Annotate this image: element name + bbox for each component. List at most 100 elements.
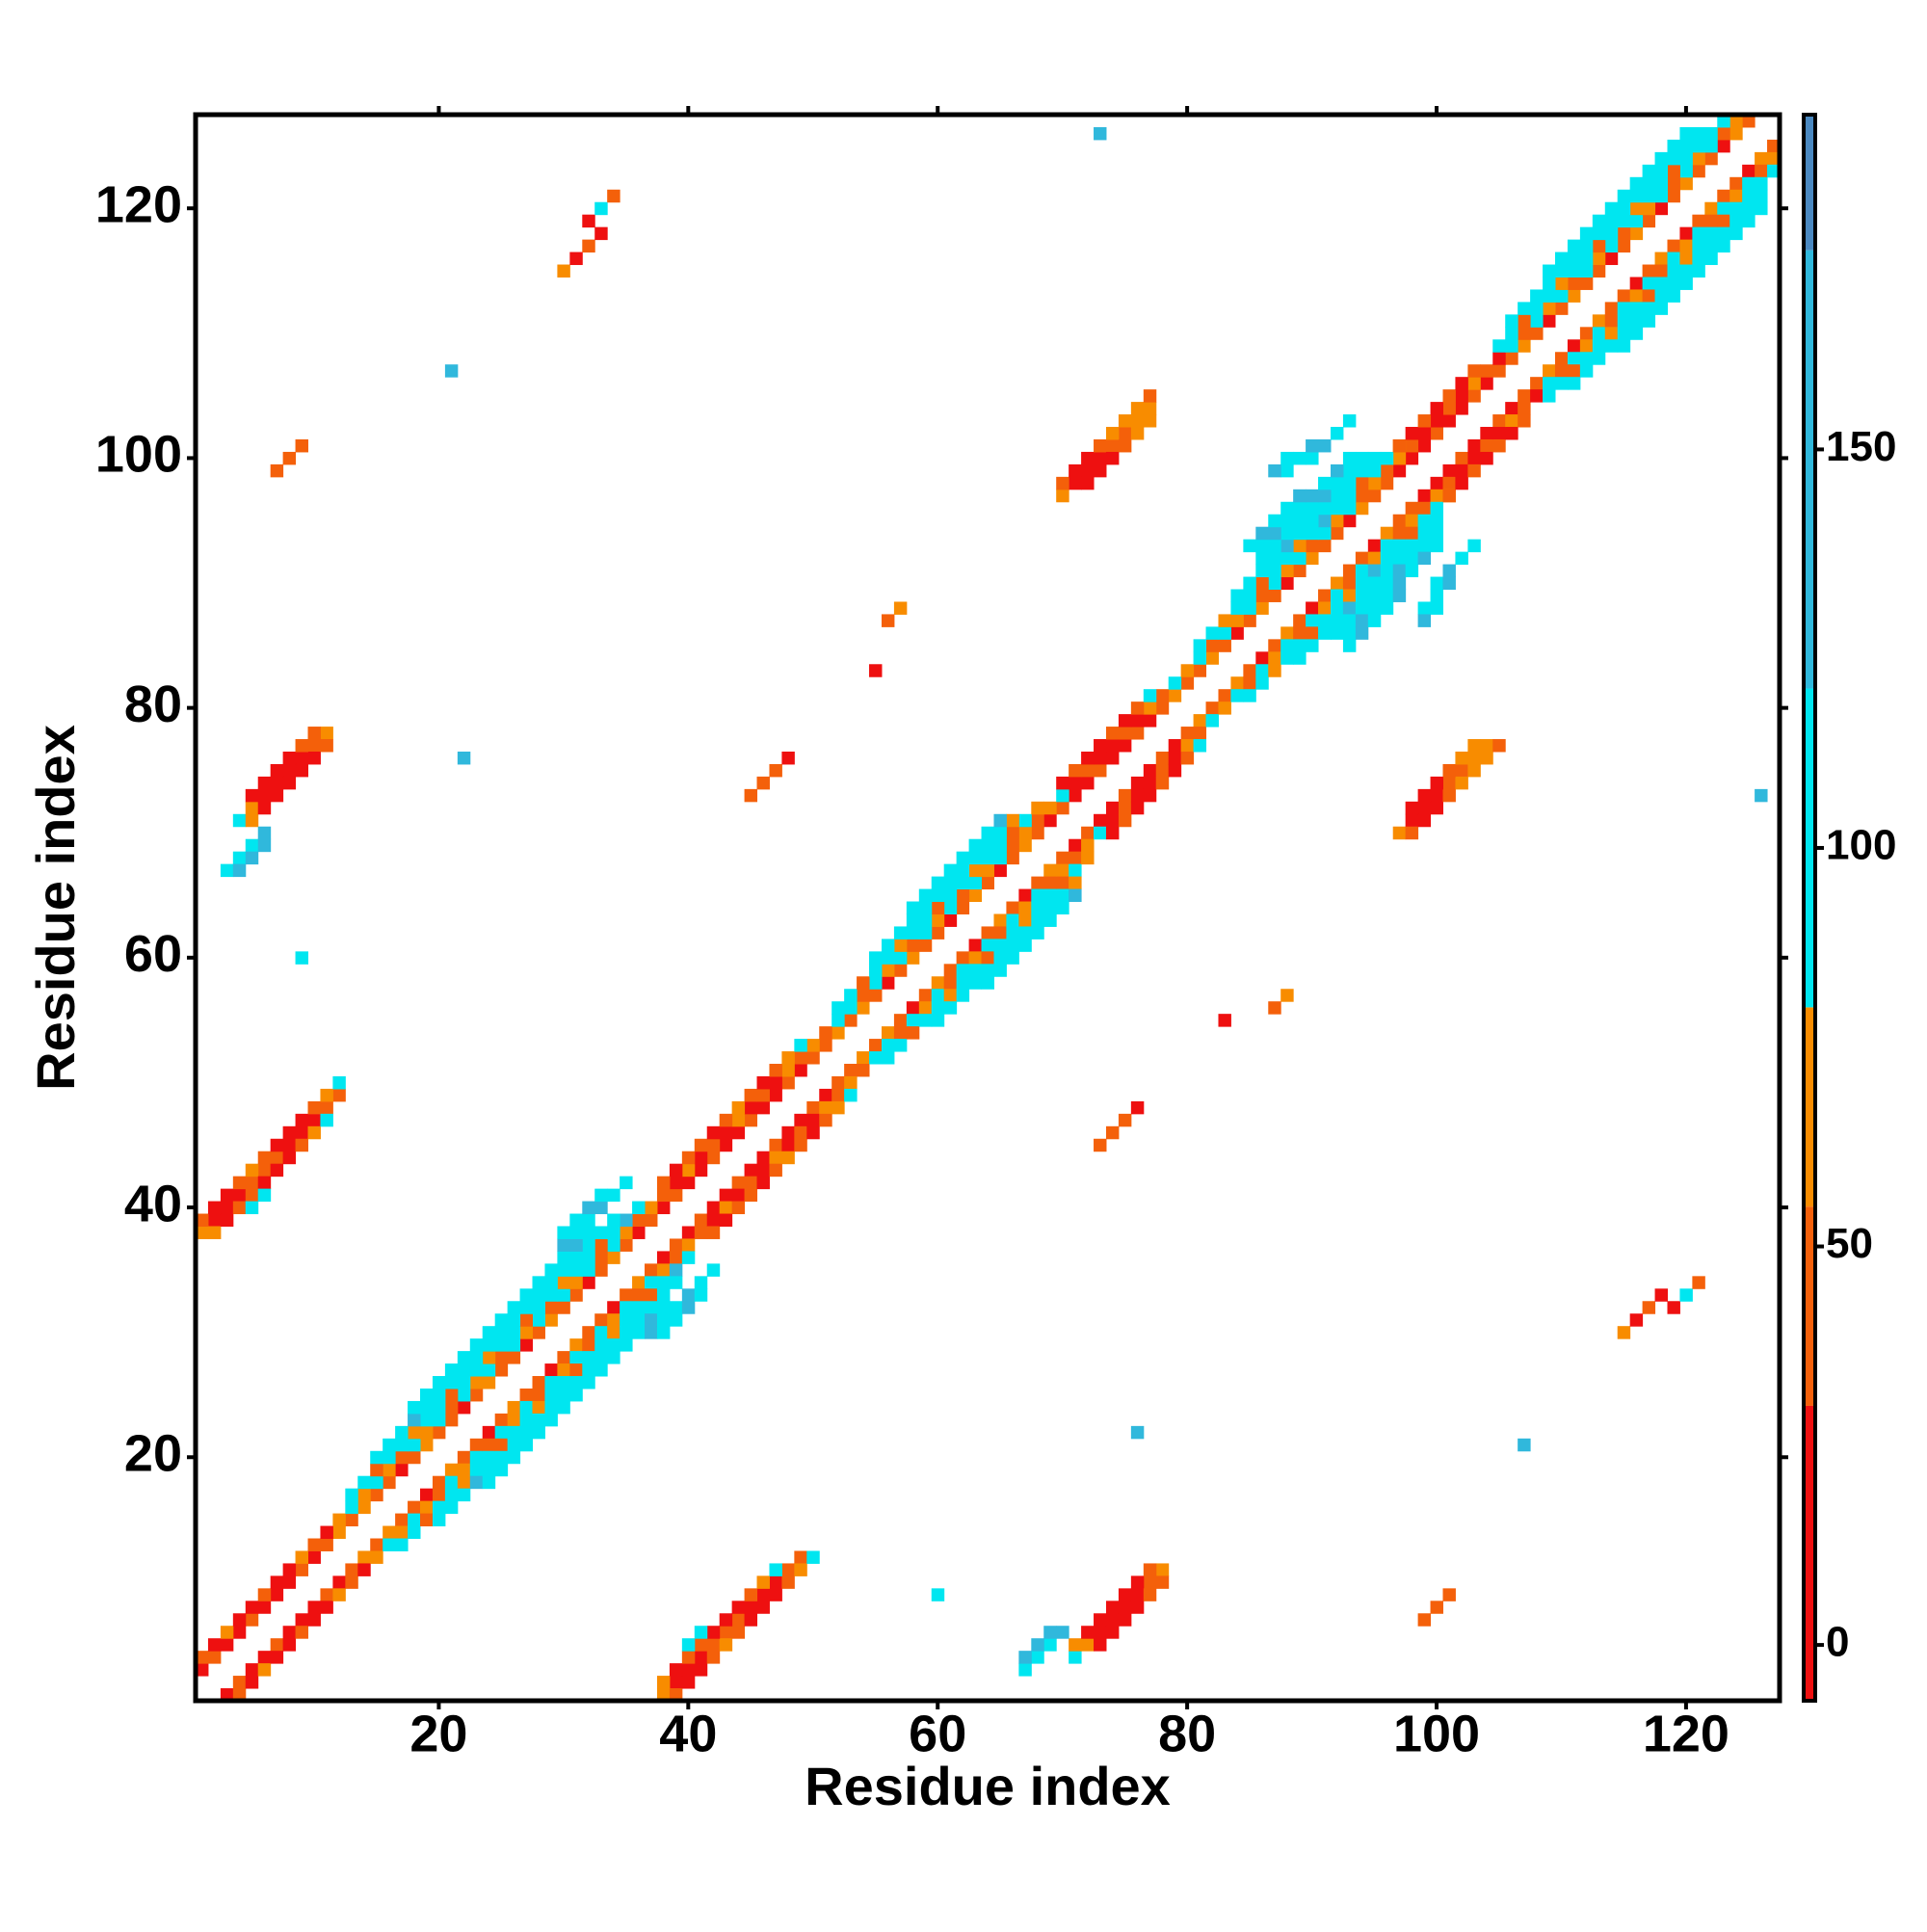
cell	[383, 1538, 396, 1551]
cell	[1442, 788, 1456, 803]
cell	[1355, 551, 1369, 566]
cell	[956, 863, 970, 878]
cell	[408, 1400, 421, 1415]
cell	[332, 1588, 346, 1601]
cell	[482, 1376, 496, 1389]
cell	[1094, 451, 1107, 465]
cell	[357, 1475, 371, 1490]
cell	[1193, 664, 1207, 677]
cell	[494, 1413, 509, 1427]
cell	[669, 1301, 683, 1314]
cell	[706, 1201, 721, 1215]
cell	[956, 951, 970, 965]
cell	[383, 1525, 396, 1540]
cell	[1081, 1638, 1095, 1652]
cell	[1043, 1638, 1057, 1652]
cell	[844, 1014, 858, 1027]
cell	[420, 1413, 434, 1427]
cell	[282, 1626, 297, 1639]
cell	[1642, 289, 1656, 303]
cell	[744, 1188, 758, 1203]
cell	[1255, 589, 1269, 602]
cell	[1679, 264, 1693, 278]
cell	[1155, 1563, 1170, 1576]
cell	[1518, 389, 1531, 403]
cell	[1480, 377, 1493, 390]
cell	[544, 1413, 558, 1427]
cell	[507, 1450, 521, 1465]
cell	[594, 1188, 608, 1203]
cell	[1243, 689, 1256, 702]
cell	[1094, 813, 1107, 828]
cell	[469, 1376, 484, 1389]
cell	[1293, 514, 1307, 528]
cell	[1130, 1425, 1145, 1440]
cell	[457, 1488, 471, 1502]
cell	[1442, 463, 1456, 478]
cell	[1130, 714, 1145, 728]
cell	[1143, 714, 1157, 728]
cell	[1654, 251, 1668, 266]
cell	[794, 1113, 807, 1127]
cell	[1018, 913, 1032, 927]
cell	[1330, 489, 1344, 503]
cell	[444, 1363, 459, 1377]
cell	[457, 1450, 471, 1465]
cell	[1031, 901, 1044, 914]
cell	[931, 876, 945, 890]
cell	[1505, 339, 1518, 353]
cell	[1318, 501, 1332, 516]
cell	[744, 1588, 758, 1601]
cell	[1617, 289, 1631, 303]
cell	[1330, 576, 1344, 591]
cell	[245, 1663, 259, 1677]
cell	[1006, 826, 1019, 840]
cell	[1342, 414, 1357, 428]
cell	[1717, 201, 1730, 216]
cell	[270, 763, 284, 778]
cell	[1193, 739, 1207, 753]
cell	[1430, 788, 1443, 803]
cell	[383, 1438, 396, 1452]
cell	[1692, 139, 1705, 153]
x-axis-title: Residue index	[805, 1756, 1171, 1816]
cell	[1318, 514, 1332, 528]
cell	[594, 1238, 608, 1252]
cell	[819, 1113, 832, 1127]
cell	[245, 1201, 259, 1215]
cell	[332, 1513, 346, 1527]
cell	[1268, 664, 1281, 677]
cell	[981, 926, 994, 940]
cell	[1268, 514, 1281, 528]
cell	[207, 1201, 222, 1215]
cell	[1056, 876, 1069, 890]
cell	[1704, 226, 1718, 241]
cell	[557, 1288, 570, 1302]
cell	[1755, 788, 1768, 803]
cell	[532, 1276, 545, 1289]
cell	[295, 438, 309, 453]
cell	[370, 1475, 383, 1490]
cell	[544, 1263, 558, 1277]
cell	[370, 1550, 383, 1564]
cell	[420, 1425, 434, 1440]
cell	[1455, 751, 1468, 765]
cell	[1243, 614, 1256, 627]
cell	[1006, 939, 1019, 952]
cell	[607, 1188, 620, 1203]
cell	[719, 1626, 733, 1639]
cell	[869, 989, 883, 1002]
cell	[519, 1400, 534, 1415]
cell	[1342, 564, 1357, 578]
cell	[1355, 564, 1369, 578]
cell	[1280, 564, 1294, 578]
cell	[1592, 264, 1606, 278]
cell	[1654, 164, 1668, 178]
cell	[1692, 164, 1705, 178]
cell	[408, 1525, 421, 1540]
cell	[1480, 751, 1493, 765]
cell	[918, 913, 933, 927]
cell	[1480, 451, 1493, 465]
cell	[1417, 427, 1432, 440]
cell	[582, 1201, 595, 1215]
